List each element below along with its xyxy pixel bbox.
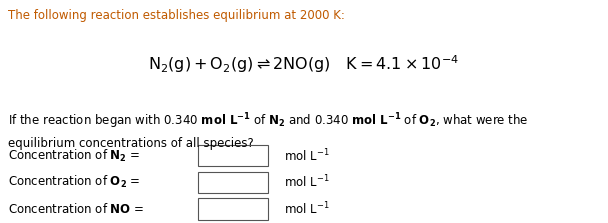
Text: equilibrium concentrations of all species?: equilibrium concentrations of all specie…: [8, 137, 254, 150]
Text: $\mathrm{N_2(g) + O_2(g) \rightleftharpoons 2NO(g)}$$\quad \mathrm{K = 4.1 \time: $\mathrm{N_2(g) + O_2(g) \rightleftharpo…: [148, 54, 460, 75]
Text: If the reaction began with 0.340 $\mathbf{mol\ L^{-1}}$ of $\mathbf{N_2}$ and 0.: If the reaction began with 0.340 $\mathb…: [8, 112, 528, 131]
FancyBboxPatch shape: [198, 145, 268, 166]
Text: Concentration of $\mathbf{N_2}$ =: Concentration of $\mathbf{N_2}$ =: [8, 147, 140, 164]
Text: Concentration of $\mathbf{O_2}$ =: Concentration of $\mathbf{O_2}$ =: [8, 174, 140, 190]
FancyBboxPatch shape: [198, 172, 268, 193]
Text: mol $\mathrm{L^{-1}}$: mol $\mathrm{L^{-1}}$: [284, 174, 330, 191]
FancyBboxPatch shape: [198, 198, 268, 220]
Text: mol $\mathrm{L^{-1}}$: mol $\mathrm{L^{-1}}$: [284, 147, 330, 164]
Text: The following reaction establishes equilibrium at 2000 K:: The following reaction establishes equil…: [8, 9, 345, 22]
Text: mol $\mathrm{L^{-1}}$: mol $\mathrm{L^{-1}}$: [284, 201, 330, 217]
Text: Concentration of $\mathbf{NO}$ =: Concentration of $\mathbf{NO}$ =: [8, 202, 144, 216]
